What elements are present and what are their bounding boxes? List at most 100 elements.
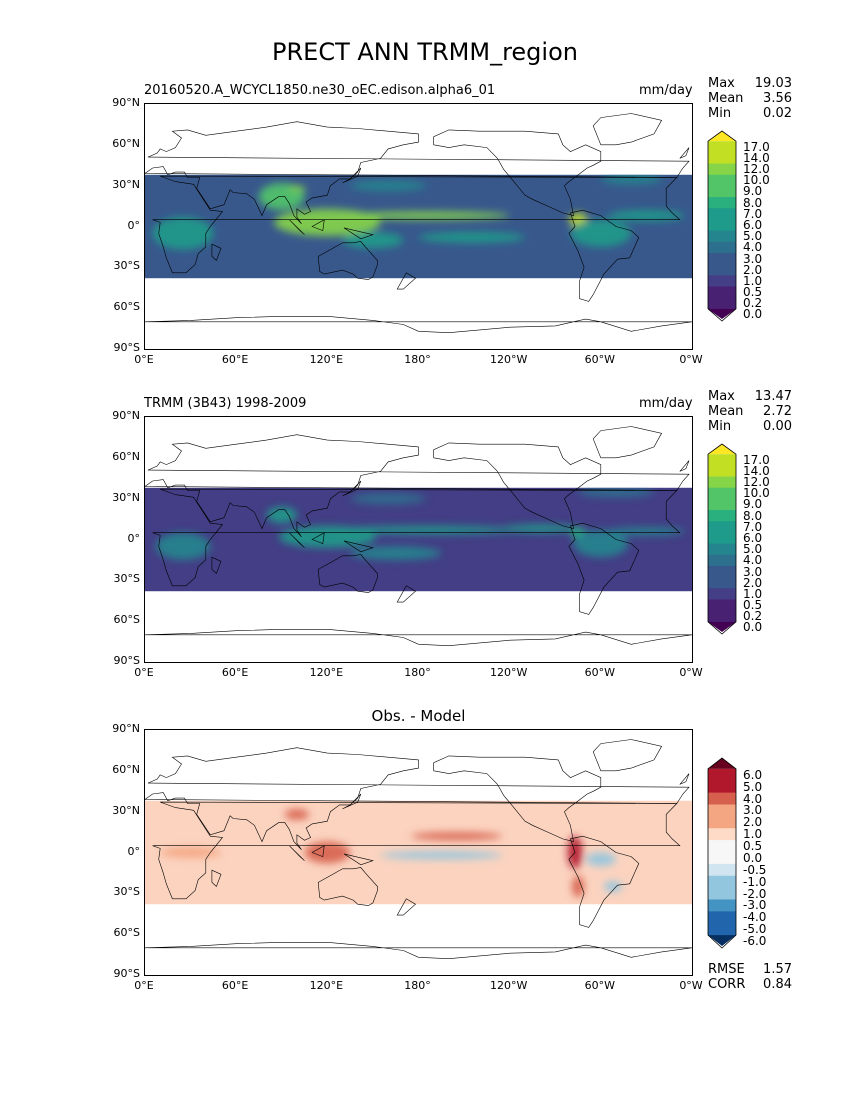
colorbar-tick-label: 2.0 <box>743 262 763 277</box>
precip-field <box>145 487 692 592</box>
difference-panel: Obs. - Model RMSE 1.57 CORR 0.84 90°N 60°N 3… <box>0 707 850 1009</box>
lat-tick-label: 30°S <box>113 885 140 899</box>
precip-map <box>144 416 693 663</box>
colorbar-tick-label: 3.0 <box>743 803 763 818</box>
colorbar-tick-label: 0.5 <box>743 285 763 300</box>
stat-value: 3.56 <box>763 91 792 106</box>
stat-value: 1.57 <box>763 962 792 977</box>
panel-left-title: TRMM (3B43) 1998-2009 <box>144 396 307 411</box>
lat-tick-label: 90°N <box>112 96 140 109</box>
lat-tick-label: 60°N <box>112 449 140 463</box>
lon-tick-label: 120°E <box>309 979 344 992</box>
lat-tick-label: 0° <box>127 844 141 858</box>
panel-units: mm/day <box>639 396 693 411</box>
stat-label: RMSE <box>708 962 745 977</box>
colorbar-tick-label: 4.0 <box>743 240 763 255</box>
lat-tick-label: 30°S <box>113 572 140 586</box>
lon-tick-label: 120°E <box>309 353 344 366</box>
lon-tick-label: 0°W <box>679 666 703 679</box>
stat-value: 0.02 <box>763 106 792 121</box>
colorbar-tick-label: 7.0 <box>743 206 763 221</box>
colorbar-tick-label: 5.0 <box>743 542 763 557</box>
stat-label: Mean <box>708 91 744 106</box>
colorbar-tick-label: 3.0 <box>743 251 763 266</box>
lon-tick-label: 120°E <box>309 666 344 679</box>
stats-box: Max 19.03 Mean 3.56 Min 0.02 <box>708 76 792 121</box>
lon-tick-label: 120°W <box>489 353 528 366</box>
colorbar-tick-label: 17.0 <box>743 452 770 467</box>
model-panel: 20160520.A_WCYCL1850.ne30_oEC.edison.alp… <box>0 76 850 383</box>
stat-value: 2.72 <box>763 404 792 419</box>
colorbar-tick-label: 12.0 <box>743 475 770 490</box>
colorbar-tick-label: -3.0 <box>743 898 767 913</box>
lat-tick-label: 30°N <box>112 177 140 191</box>
colorbar <box>707 757 737 949</box>
colorbar-tick-label: 0.2 <box>743 609 763 624</box>
colorbar-tick-label: 2.0 <box>743 575 763 590</box>
panel-units: mm/day <box>639 83 693 98</box>
lon-tick-label: 0°E <box>134 979 154 992</box>
colorbar-tick-label: 4.0 <box>743 791 763 806</box>
lon-tick-label: 0°W <box>679 353 703 366</box>
lon-tick-label: 0°E <box>134 353 154 366</box>
colorbar-tick-label: 0.0 <box>743 620 763 635</box>
colorbar-tick-label: 14.0 <box>743 150 770 165</box>
coastlines <box>145 426 692 647</box>
lat-tick-label: 60°S <box>113 613 140 627</box>
colorbar-tick-label: 10.0 <box>743 173 770 188</box>
stats-box: Max 13.47 Mean 2.72 Min 0.00 <box>708 389 792 434</box>
colorbar-tick-label: 0.2 <box>743 296 763 311</box>
colorbar <box>707 130 737 322</box>
colorbar-tick-label: 0.5 <box>743 839 763 854</box>
lat-tick-label: 30°N <box>112 490 140 504</box>
lon-tick-label: 60°E <box>221 353 249 366</box>
lat-tick-label: 90°S <box>113 341 140 354</box>
lat-tick-label: 90°N <box>112 722 140 735</box>
colorbar-tick-label: 4.0 <box>743 553 763 568</box>
lat-tick-label: 60°N <box>112 136 140 150</box>
stat-value: 0.00 <box>763 419 792 434</box>
stat-label: Min <box>708 106 732 121</box>
colorbar-tick-label: -4.0 <box>743 910 767 925</box>
lon-tick-label: 60°E <box>221 666 249 679</box>
colorbar-tick-label: -2.0 <box>743 886 767 901</box>
difference-map <box>144 729 693 976</box>
lat-tick-label: 60°S <box>113 300 140 314</box>
lat-tick-label: 30°N <box>112 803 140 817</box>
stat-label: CORR <box>708 977 746 992</box>
colorbar-tick-label: 1.0 <box>743 586 763 601</box>
colorbar-tick-label: -5.0 <box>743 922 767 937</box>
colorbar-tick-label: 6.0 <box>743 767 763 782</box>
colorbar-tick-label: 0.5 <box>743 598 763 613</box>
colorbar-tick-label: 8.0 <box>743 508 763 523</box>
lat-tick-label: 90°S <box>113 654 140 667</box>
lon-tick-label: 180° <box>404 353 431 366</box>
lon-tick-label: 120°W <box>489 666 528 679</box>
coastlines <box>145 739 692 960</box>
lon-tick-label: 180° <box>404 979 431 992</box>
lat-tick-label: 0° <box>127 531 141 545</box>
colorbar-tick-label: 1.0 <box>743 827 763 842</box>
colorbar-tick-label: 8.0 <box>743 195 763 210</box>
lon-tick-label: 120°W <box>489 979 528 992</box>
colorbar-tick-label: 6.0 <box>743 218 763 232</box>
precip-field <box>145 174 692 279</box>
panel-center-title: Obs. - Model <box>371 707 466 725</box>
lon-tick-label: 0°E <box>134 666 154 679</box>
lat-tick-label: 60°N <box>112 762 140 776</box>
lat-tick-label: 90°N <box>112 409 140 422</box>
lat-tick-label: 60°S <box>113 926 140 940</box>
lon-tick-label: 0°W <box>679 979 703 992</box>
colorbar-tick-label: 6.0 <box>743 531 763 545</box>
obs-panel: TRMM (3B43) 1998-2009 mm/day Max 13.47 Me… <box>0 389 850 696</box>
stat-label: Min <box>708 419 732 434</box>
panel-left-title: 20160520.A_WCYCL1850.ne30_oEC.edison.alp… <box>144 83 496 98</box>
lat-tick-label: 0° <box>127 218 141 232</box>
colorbar-tick-label: 0.0 <box>743 850 763 865</box>
colorbar-tick-label: 5.0 <box>743 229 763 244</box>
colorbar-tick-label: 0.0 <box>743 307 763 322</box>
colorbar-tick-label: 9.0 <box>743 184 763 199</box>
stat-value: 13.47 <box>754 389 792 404</box>
precip-field <box>145 800 692 905</box>
page-title: PRECT ANN TRMM_region <box>272 38 578 66</box>
